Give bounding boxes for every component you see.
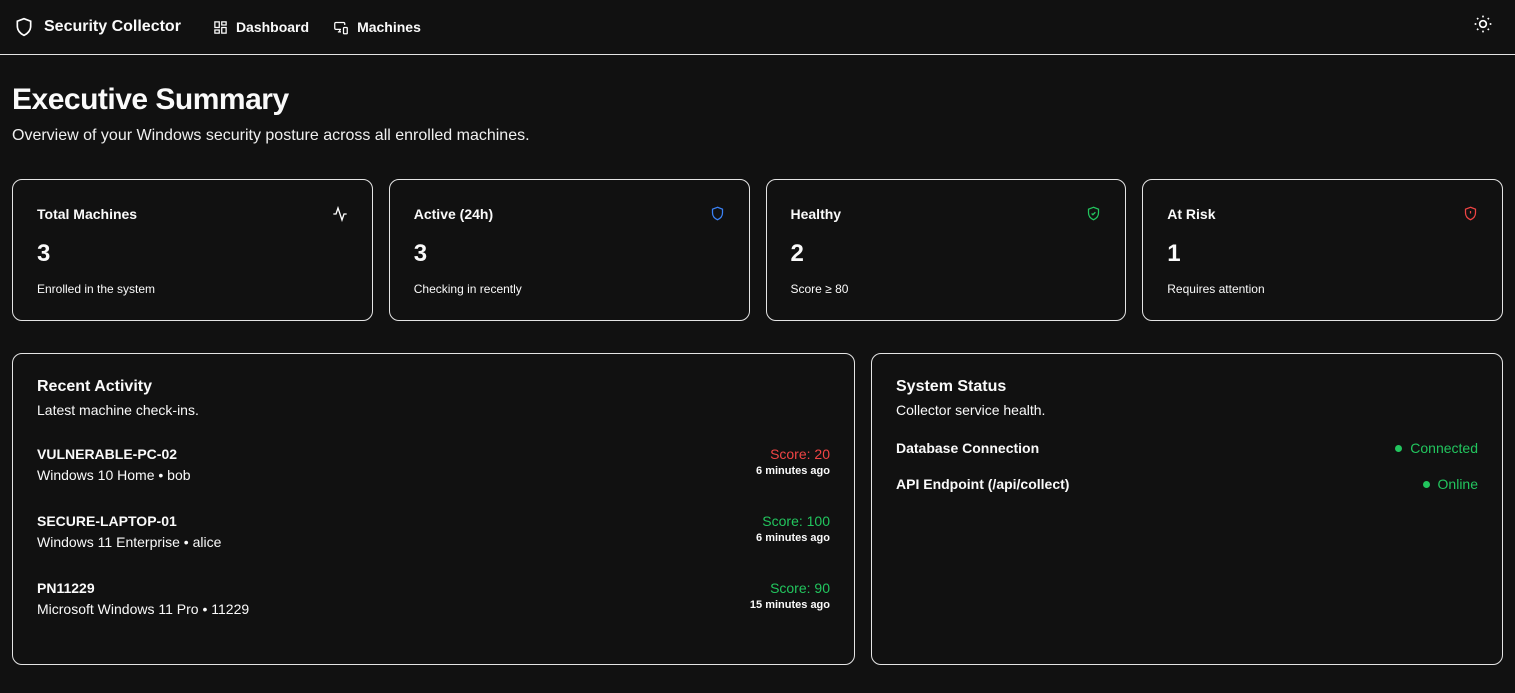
- machine-name: PN11229: [37, 580, 95, 596]
- nav-machines-label: Machines: [357, 19, 421, 35]
- status-row-database: Database Connection Connected: [896, 440, 1478, 456]
- brand[interactable]: Security Collector: [14, 16, 181, 38]
- status-dot-icon: [1422, 480, 1430, 488]
- status-dot-icon: [1395, 444, 1403, 452]
- status-value: Connected: [1410, 440, 1478, 456]
- card-title: Total Machines: [37, 206, 138, 222]
- recent-activity-panel: Recent Activity Latest machine check-ins…: [12, 353, 855, 665]
- machine-score: Score: 20: [770, 446, 830, 462]
- nav-dashboard[interactable]: Dashboard: [213, 19, 309, 35]
- panel-title: System Status: [896, 378, 1007, 395]
- status-label: API Endpoint (/api/collect): [896, 476, 1070, 492]
- card-title: Active (24h): [413, 206, 494, 222]
- panel-subtitle: Collector service health.: [896, 402, 1046, 418]
- page-title: Executive Summary: [12, 83, 289, 116]
- card-healthy: Healthy 2 Score ≥ 80: [765, 179, 1127, 321]
- machine-os: Windows 11 Enterprise • alice: [37, 534, 222, 550]
- card-desc: Enrolled in the system: [37, 282, 156, 296]
- card-at-risk: At Risk 1 Requires attention: [1142, 179, 1503, 321]
- page-subtitle: Overview of your Windows security postur…: [12, 127, 530, 144]
- nav-dashboard-label: Dashboard: [235, 19, 310, 35]
- top-nav: Security Collector Dashboard Machines: [0, 0, 1515, 55]
- checkin-time: 15 minutes ago: [749, 599, 830, 611]
- machine-os: Windows 10 Home • bob: [37, 467, 191, 483]
- panel-subtitle: Latest machine check-ins.: [37, 402, 199, 418]
- shield-alert-icon: [1464, 206, 1477, 221]
- card-value: 2: [790, 240, 804, 267]
- card-desc: Requires attention: [1167, 282, 1265, 296]
- dashboard-icon: [214, 20, 227, 34]
- status-label: Database Connection: [896, 440, 1040, 456]
- activity-icon: [333, 206, 347, 222]
- card-active: Active (24h) 3 Checking in recently: [388, 179, 750, 321]
- shield-check-icon: [1088, 206, 1100, 221]
- shield-icon: [711, 206, 723, 221]
- sun-icon: [1474, 15, 1492, 33]
- theme-toggle-button[interactable]: [1473, 14, 1493, 39]
- machine-name: VULNERABLE-PC-02: [37, 446, 178, 462]
- brand-name: Security Collector: [44, 18, 181, 35]
- card-value: 3: [37, 240, 51, 267]
- machine-name: SECURE-LAPTOP-01: [37, 513, 177, 529]
- machine-score: Score: 90: [770, 580, 830, 596]
- card-title: Healthy: [790, 206, 842, 222]
- machine-os: Microsoft Windows 11 Pro • 11229: [37, 601, 250, 617]
- activity-item[interactable]: PN11229 Microsoft Windows 11 Pro • 11229 …: [37, 580, 830, 617]
- machine-score: Score: 100: [762, 513, 830, 529]
- checkin-time: 6 minutes ago: [756, 465, 830, 477]
- card-value: 3: [413, 240, 428, 267]
- card-desc: Score ≥ 80: [790, 282, 849, 296]
- shield-logo-icon: [16, 17, 32, 37]
- card-title: At Risk: [1167, 206, 1216, 222]
- card-desc: Checking in recently: [413, 282, 522, 296]
- monitor-icon: [334, 21, 348, 34]
- status-row-api: API Endpoint (/api/collect) Online: [896, 476, 1478, 492]
- nav-machines[interactable]: Machines: [333, 19, 421, 35]
- status-value: Online: [1437, 476, 1478, 492]
- activity-item[interactable]: VULNERABLE-PC-02 Windows 10 Home • bob Sc…: [37, 446, 830, 483]
- card-value: 1: [1167, 240, 1181, 267]
- system-status-panel: System Status Collector service health. …: [871, 353, 1503, 665]
- activity-item[interactable]: SECURE-LAPTOP-01 Windows 11 Enterprise • …: [37, 513, 830, 550]
- card-total-machines: Total Machines 3 Enrolled in the system: [12, 179, 373, 321]
- checkin-time: 6 minutes ago: [756, 532, 830, 544]
- panel-title: Recent Activity: [37, 378, 152, 395]
